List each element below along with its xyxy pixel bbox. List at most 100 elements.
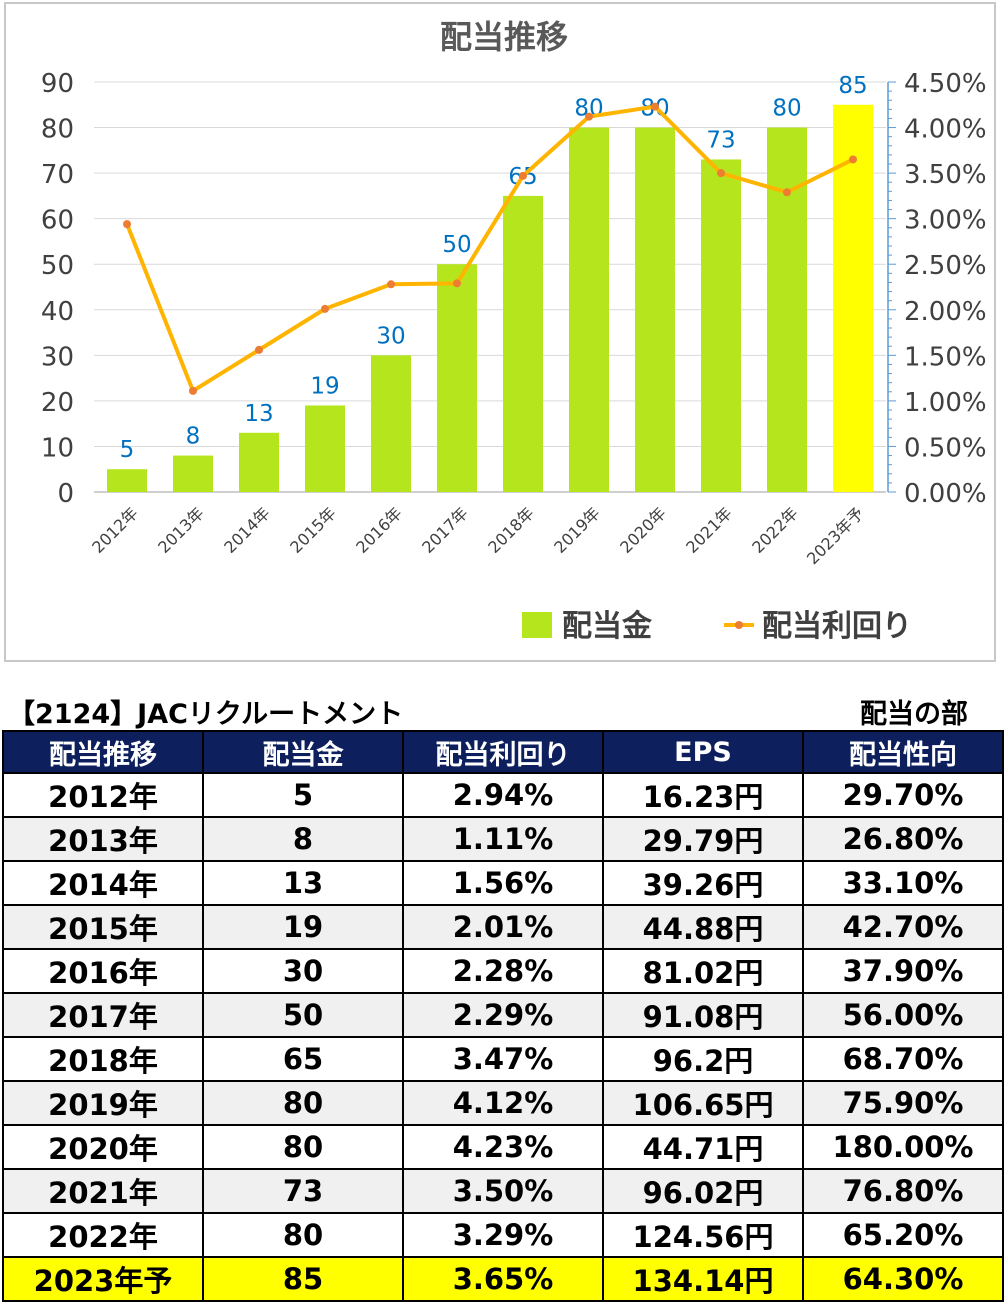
table-row: 2018年 65 3.47% 96.2円 68.70% bbox=[2, 1036, 1004, 1082]
cell-yield: 2.28% bbox=[402, 948, 604, 994]
cell-eps: 44.71円 bbox=[602, 1124, 804, 1170]
y-right-tick-label: 1.50% bbox=[904, 342, 987, 372]
section-header: 【2124】JACリクルートメント 配当の部 bbox=[0, 690, 1004, 730]
cell-year: 2018年 bbox=[2, 1036, 204, 1082]
cell-eps: 44.88円 bbox=[602, 904, 804, 950]
cell-payout: 180.00% bbox=[802, 1124, 1004, 1170]
legend-bar-label: 配当金 bbox=[562, 609, 653, 644]
bar bbox=[437, 264, 477, 492]
bar bbox=[635, 127, 675, 493]
x-tick-label: 2021年 bbox=[682, 503, 736, 557]
cell-eps: 16.23円 bbox=[602, 772, 804, 818]
table-row: 2013年 8 1.11% 29.79円 26.80% bbox=[2, 816, 1004, 862]
bar-data-label: 19 bbox=[310, 373, 339, 399]
bar-data-label: 50 bbox=[442, 232, 471, 258]
legend-bar-swatch bbox=[522, 612, 552, 638]
column-header-eps: EPS bbox=[602, 730, 804, 774]
cell-payout: 37.90% bbox=[802, 948, 1004, 994]
bar bbox=[833, 104, 873, 493]
cell-yield: 2.94% bbox=[402, 772, 604, 818]
chart-title: 配当推移 bbox=[440, 18, 568, 56]
cell-year: 2013年 bbox=[2, 816, 204, 862]
yield-point bbox=[123, 220, 131, 229]
x-tick-label: 2023年予 bbox=[803, 503, 868, 568]
cell-eps: 81.02円 bbox=[602, 948, 804, 994]
bar-data-label: 85 bbox=[838, 73, 867, 99]
y-left-tick-label: 60 bbox=[41, 206, 74, 236]
cell-payout: 64.30% bbox=[802, 1256, 1004, 1302]
cell-year: 2016年 bbox=[2, 948, 204, 994]
cell-yield: 1.11% bbox=[402, 816, 604, 862]
cell-payout: 33.10% bbox=[802, 860, 1004, 906]
x-tick-label: 2013年 bbox=[154, 503, 208, 557]
bar bbox=[767, 127, 807, 493]
cell-yield: 4.23% bbox=[402, 1124, 604, 1170]
cell-yield: 2.29% bbox=[402, 992, 604, 1038]
dividend-chart: 配当推移 0 10 20 30 40 50 60 70 80 90 0.00% 0.50% 1.00% 1.… bbox=[41, 18, 987, 644]
dividend-table: 配当推移 配当金 配当利回り EPS 配当性向 2012年 5 2.94% 16.23… bbox=[2, 730, 1004, 1302]
y-left-tick-label: 40 bbox=[41, 297, 74, 327]
yield-point bbox=[453, 279, 461, 288]
yield-point bbox=[849, 155, 857, 164]
x-tick-label: 2014年 bbox=[220, 503, 274, 557]
cell-year: 2023年予 bbox=[2, 1256, 204, 1302]
cell-payout: 42.70% bbox=[802, 904, 1004, 950]
bar bbox=[107, 469, 147, 492]
bar bbox=[239, 432, 279, 492]
cell-eps: 124.56円 bbox=[602, 1212, 804, 1258]
column-header-year: 配当推移 bbox=[2, 730, 204, 774]
cell-yield: 3.29% bbox=[402, 1212, 604, 1258]
bar-data-label: 8 bbox=[186, 424, 201, 450]
cell-payout: 29.70% bbox=[802, 772, 1004, 818]
cell-year: 2017年 bbox=[2, 992, 204, 1038]
cell-yield: 3.65% bbox=[402, 1256, 604, 1302]
cell-yield: 4.12% bbox=[402, 1080, 604, 1126]
cell-dividend: 85 bbox=[202, 1256, 404, 1302]
cell-dividend: 65 bbox=[202, 1036, 404, 1082]
bar bbox=[305, 405, 345, 492]
y-right-tick-label: 2.50% bbox=[904, 251, 987, 281]
table-row: 2022年 80 3.29% 124.56円 65.20% bbox=[2, 1212, 1004, 1258]
yield-point bbox=[189, 386, 197, 395]
cell-eps: 91.08円 bbox=[602, 992, 804, 1038]
column-header-payout: 配当性向 bbox=[802, 730, 1004, 774]
yield-point bbox=[585, 112, 593, 121]
cell-eps: 134.14円 bbox=[602, 1256, 804, 1302]
cell-payout: 65.20% bbox=[802, 1212, 1004, 1258]
x-tick-label: 2022年 bbox=[748, 503, 802, 557]
y-left-tick-label: 10 bbox=[41, 433, 74, 463]
table-row: 2017年 50 2.29% 91.08円 56.00% bbox=[2, 992, 1004, 1038]
y-right-tick-label: 3.50% bbox=[904, 160, 987, 190]
legend-line-marker bbox=[735, 621, 743, 629]
table-row: 2016年 30 2.28% 81.02円 37.90% bbox=[2, 948, 1004, 994]
cell-year: 2021年 bbox=[2, 1168, 204, 1214]
x-tick-label: 2018年 bbox=[484, 503, 538, 557]
cell-dividend: 5 bbox=[202, 772, 404, 818]
x-tick-label: 2012年 bbox=[88, 503, 142, 557]
y-right-tick-label: 4.00% bbox=[904, 115, 987, 145]
cell-payout: 56.00% bbox=[802, 992, 1004, 1038]
cell-dividend: 13 bbox=[202, 860, 404, 906]
yield-point bbox=[255, 345, 263, 354]
table-header-row: 配当推移 配当金 配当利回り EPS 配当性向 bbox=[2, 730, 1004, 774]
x-tick-label: 2020年 bbox=[616, 503, 670, 557]
table-row: 2019年 80 4.12% 106.65円 75.90% bbox=[2, 1080, 1004, 1126]
cell-dividend: 73 bbox=[202, 1168, 404, 1214]
bar-data-label: 5 bbox=[120, 437, 135, 463]
table-row: 2014年 13 1.56% 39.26円 33.10% bbox=[2, 860, 1004, 906]
cell-yield: 3.47% bbox=[402, 1036, 604, 1082]
yield-point bbox=[651, 102, 659, 111]
cell-eps: 39.26円 bbox=[602, 860, 804, 906]
x-tick-label: 2017年 bbox=[418, 503, 472, 557]
cell-dividend: 80 bbox=[202, 1212, 404, 1258]
bar bbox=[503, 195, 543, 492]
cell-eps: 96.2円 bbox=[602, 1036, 804, 1082]
bar-data-label: 73 bbox=[706, 127, 735, 153]
y-left-tick-label: 90 bbox=[41, 69, 74, 99]
cell-yield: 1.56% bbox=[402, 860, 604, 906]
x-tick-label: 2016年 bbox=[352, 503, 406, 557]
bar bbox=[569, 127, 609, 493]
yield-line bbox=[125, 104, 854, 393]
y-right-tick-label: 0.50% bbox=[904, 433, 987, 463]
cell-eps: 106.65円 bbox=[602, 1080, 804, 1126]
